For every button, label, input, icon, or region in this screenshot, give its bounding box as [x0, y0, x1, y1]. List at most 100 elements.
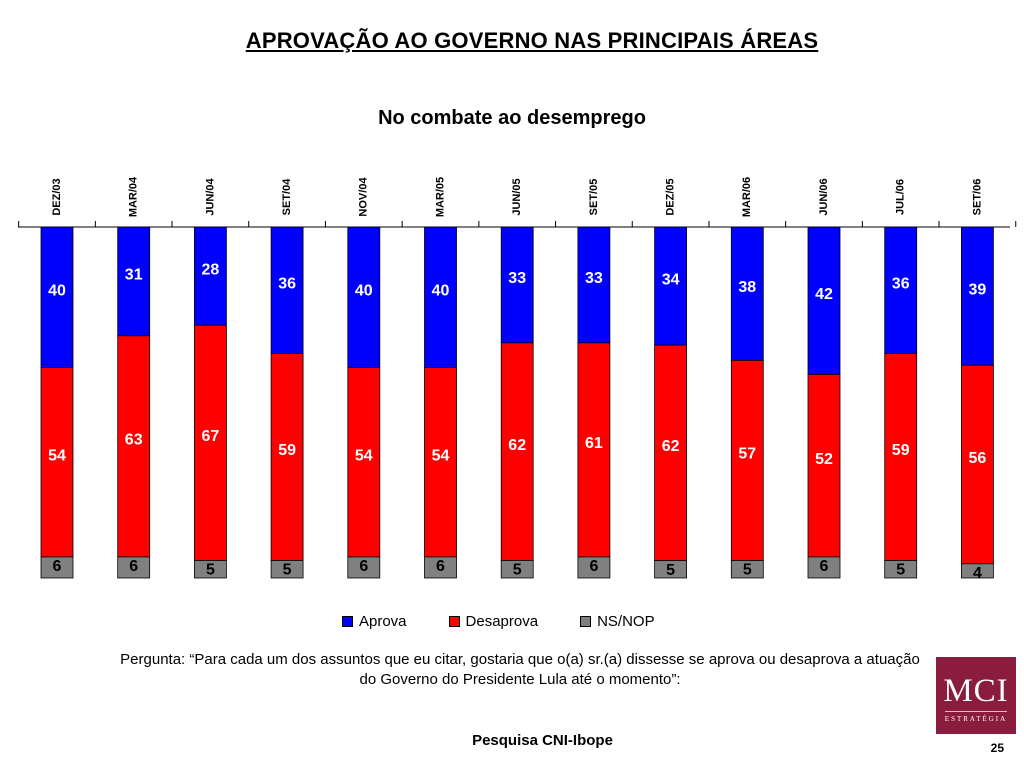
data-label: 5 — [666, 562, 675, 579]
category-tick-label: DEZ/03 — [51, 178, 63, 215]
legend-swatch-nsnop — [580, 616, 592, 627]
category-tick-label: MAR/06 — [741, 177, 753, 217]
data-label: 6 — [129, 558, 138, 575]
logo-divider — [945, 711, 1007, 712]
bar-segment-aprova — [270, 226, 304, 354]
category-tick-label: JUN/06 — [818, 178, 830, 215]
bar-segment-desaprova — [40, 366, 74, 558]
data-label: 42 — [815, 286, 833, 303]
bar-segment-nsnop — [270, 560, 304, 579]
bar-segment-desaprova — [270, 352, 304, 561]
data-label: 28 — [202, 261, 220, 278]
data-label: 59 — [278, 442, 296, 459]
bar-segment-desaprova — [884, 352, 918, 561]
bar-segment-nsnop — [347, 556, 381, 579]
category-tick-label: NOV/04 — [358, 177, 370, 217]
category-tick-label: DEZ/05 — [665, 178, 677, 215]
bar-segment-aprova — [730, 226, 764, 361]
category-tick-label: SET/05 — [588, 179, 600, 216]
legend-label-aprova: Aprova — [359, 613, 407, 630]
data-label: 6 — [820, 558, 829, 575]
bar-segment-aprova — [577, 226, 611, 344]
bar-segment-nsnop — [40, 556, 74, 579]
bar-segment-nsnop — [961, 563, 994, 579]
data-label: 38 — [738, 279, 756, 296]
logo-sub-text: ESTRATÉGIA — [944, 715, 1008, 723]
bar-segment-nsnop — [654, 560, 687, 579]
category-tick-label: SET/04 — [281, 178, 293, 216]
data-label: 54 — [355, 447, 373, 464]
data-label: 39 — [969, 281, 987, 298]
bar-segment-desaprova — [117, 335, 151, 558]
mci-logo: MCI ESTRATÉGIA — [936, 657, 1016, 734]
logo-main-text: MCI — [943, 673, 1009, 709]
data-label: 6 — [359, 558, 368, 575]
data-label: 5 — [206, 562, 215, 579]
legend-label-desaprova: Desaprova — [465, 613, 539, 630]
legend-label-nsnop: NS/NOP — [597, 613, 655, 630]
bar-segment-desaprova — [347, 366, 381, 558]
bar-segment-aprova — [500, 226, 534, 344]
stacked-bar-chart: 40546DEZ/0331636MAR/0428675JUN/0436595SE… — [18, 176, 1017, 582]
data-label: 4 — [973, 565, 982, 582]
data-label: 54 — [48, 447, 66, 464]
data-label: 40 — [355, 282, 373, 299]
bar-segment-desaprova — [577, 342, 611, 558]
bar-segment-desaprova — [730, 359, 764, 561]
category-tick-label: JUN/04 — [204, 177, 216, 215]
data-label: 5 — [896, 562, 905, 579]
data-label: 40 — [432, 282, 450, 299]
category-tick-label: JUN/05 — [511, 178, 523, 215]
category-tick-label: MAR/05 — [434, 177, 446, 217]
data-label: 33 — [508, 270, 526, 287]
bar-segment-desaprova — [193, 324, 227, 561]
survey-question: Pergunta: “Para cada um dos assuntos que… — [120, 651, 920, 688]
data-label: 67 — [202, 428, 220, 445]
data-label: 5 — [283, 562, 292, 579]
bar-segment-aprova — [424, 226, 457, 368]
data-label: 62 — [662, 438, 680, 455]
bar-segment-nsnop — [193, 560, 227, 579]
bar-segment-aprova — [40, 226, 74, 368]
legend-swatch-desaprova — [448, 616, 460, 627]
data-label: 36 — [892, 275, 910, 292]
category-tick-label: JUL/06 — [895, 179, 907, 215]
bar-segment-nsnop — [577, 556, 611, 579]
bar-segment-nsnop — [730, 560, 764, 579]
data-label: 54 — [432, 447, 450, 464]
legend-item-aprova: Aprova — [342, 613, 407, 630]
bar-segment-desaprova — [654, 344, 687, 562]
source-label: Pesquisa CNI-Ibope — [472, 732, 613, 749]
bar-segment-aprova — [347, 226, 381, 368]
bar-segment-nsnop — [424, 556, 457, 579]
data-label: 34 — [662, 271, 680, 288]
legend-item-desaprova: Desaprova — [448, 613, 539, 630]
data-label: 36 — [278, 275, 296, 292]
bar-segment-aprova — [654, 226, 687, 346]
bar-segment-desaprova — [807, 374, 841, 558]
data-label: 6 — [589, 558, 598, 575]
data-label: 61 — [585, 435, 603, 452]
bar-segment-nsnop — [807, 556, 841, 579]
page-title: APROVAÇÃO AO GOVERNO NAS PRINCIPAIS ÁREA… — [245, 28, 819, 53]
data-label: 59 — [892, 442, 910, 459]
data-label: 31 — [125, 267, 143, 284]
data-label: 6 — [53, 558, 62, 575]
bar-segment-aprova — [193, 226, 227, 326]
data-label: 62 — [508, 437, 526, 454]
chart-legend: Aprova Desaprova NS/NOP — [342, 613, 697, 630]
data-label: 6 — [436, 558, 445, 575]
chart-title: No combate ao desemprego — [378, 107, 646, 129]
bar-segment-desaprova — [424, 366, 457, 558]
bar-segment-desaprova — [500, 342, 534, 561]
data-label: 5 — [743, 562, 752, 579]
bar-segment-aprova — [961, 226, 994, 366]
data-label: 57 — [738, 446, 756, 463]
category-tick-label: SET/06 — [971, 179, 983, 216]
data-label: 63 — [125, 432, 143, 449]
legend-item-nsnop: NS/NOP — [580, 613, 655, 630]
legend-swatch-aprova — [342, 616, 353, 627]
page-number: 25 — [990, 741, 1004, 755]
category-tick-label: MAR/04 — [128, 176, 140, 217]
data-label: 33 — [585, 270, 603, 287]
